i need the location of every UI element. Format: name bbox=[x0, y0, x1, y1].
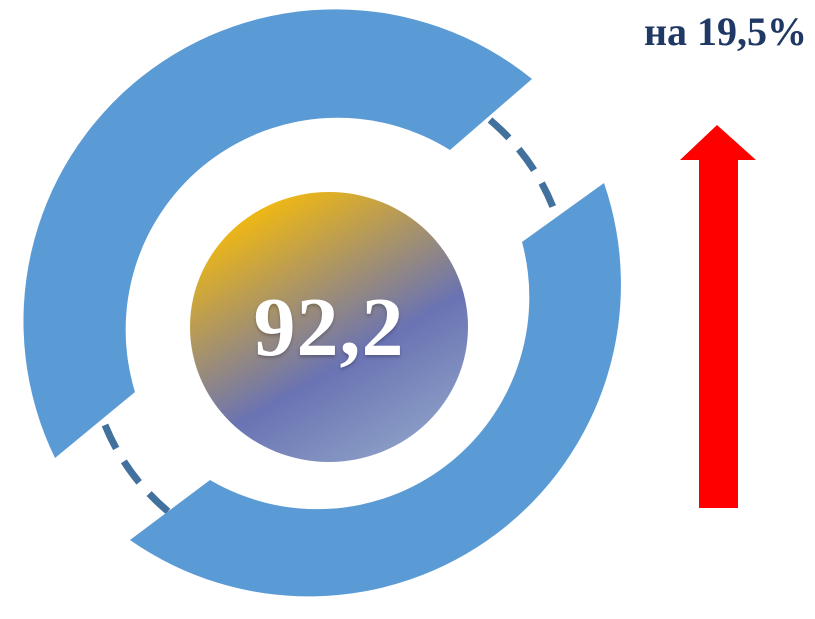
indicator-value: 92,2 bbox=[253, 280, 405, 374]
ring-gap-dash-upper bbox=[487, 117, 561, 220]
value-circle bbox=[190, 192, 468, 462]
up-arrow-icon bbox=[680, 125, 756, 508]
change-percentage: на 19,5% bbox=[643, 9, 807, 54]
ring-gap-dash-lower bbox=[101, 423, 173, 516]
ring-segment-lower-right bbox=[130, 183, 621, 597]
ring-segment-upper-left bbox=[23, 9, 533, 459]
